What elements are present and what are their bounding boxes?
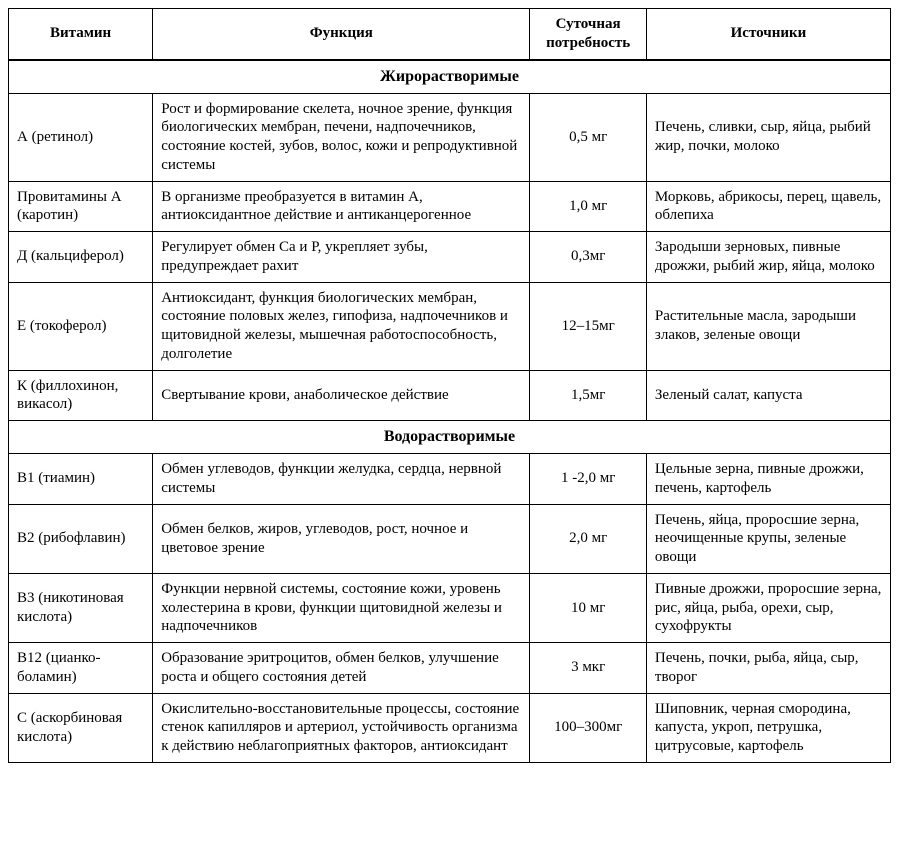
- cell-vitamin: К (филлохинон, викасол): [9, 370, 153, 421]
- section-title-row: Водорастворимые: [9, 421, 891, 454]
- cell-sources: Печень, сливки, сыр, яйца, рыбий жир, по…: [646, 93, 890, 181]
- cell-function: Функции нервной системы, состояние кожи,…: [153, 573, 530, 642]
- table-row: Провитамины А (каротин)В организме преоб…: [9, 181, 891, 232]
- cell-need: 1,0 мг: [530, 181, 646, 232]
- cell-function: Обмен углеводов, функции желудка, сердца…: [153, 454, 530, 505]
- cell-need: 100–300мг: [530, 693, 646, 762]
- cell-sources: Печень, почки, рыба, яйца, сыр, творог: [646, 643, 890, 694]
- cell-vitamin: Д (кальциферол): [9, 232, 153, 283]
- cell-sources: Шиповник, черная смородина, капуста, укр…: [646, 693, 890, 762]
- vitamins-table: Витамин Функция Суточная потребность Ист…: [8, 8, 891, 763]
- cell-vitamin: С (аскорбиновая кислота): [9, 693, 153, 762]
- table-header-row: Витамин Функция Суточная потребность Ист…: [9, 9, 891, 60]
- cell-need: 10 мг: [530, 573, 646, 642]
- cell-need: 1 -2,0 мг: [530, 454, 646, 505]
- header-vitamin: Витамин: [9, 9, 153, 60]
- table-row: В12 (цианко­боламин)Образование эритроци…: [9, 643, 891, 694]
- table-row: С (аскорбиновая кислота)Окислительно-вос…: [9, 693, 891, 762]
- cell-function: В организме преобразуется в витамин А, а…: [153, 181, 530, 232]
- header-need: Суточная потребность: [530, 9, 646, 60]
- cell-need: 0,5 мг: [530, 93, 646, 181]
- table-row: А (ретинол)Рост и формирование скелета, …: [9, 93, 891, 181]
- table-row: К (филлохинон, викасол)Свертывание крови…: [9, 370, 891, 421]
- section-title: Водорастворимые: [9, 421, 891, 454]
- cell-sources: Цельные зерна, пивные дрожжи, печень, ка…: [646, 454, 890, 505]
- cell-vitamin: В12 (цианко­боламин): [9, 643, 153, 694]
- cell-vitamin: В2 (рибофлавин): [9, 504, 153, 573]
- cell-sources: Растительные масла, зародыши злаков, зел…: [646, 282, 890, 370]
- cell-vitamin: Провитамины А (каротин): [9, 181, 153, 232]
- cell-vitamin: Е (токоферол): [9, 282, 153, 370]
- header-function: Функция: [153, 9, 530, 60]
- cell-sources: Морковь, абрикосы, перец, щавель, облепи…: [646, 181, 890, 232]
- cell-vitamin: В1 (тиамин): [9, 454, 153, 505]
- cell-function: Свертывание крови, анаболическое действи…: [153, 370, 530, 421]
- table-row: В2 (рибофлавин)Обмен белков, жиров, угле…: [9, 504, 891, 573]
- table-row: В3 (никотиновая кислота)Функции нервной …: [9, 573, 891, 642]
- cell-sources: Зеленый салат, капуста: [646, 370, 890, 421]
- cell-need: 3 мкг: [530, 643, 646, 694]
- cell-sources: Пивные дрожжи, проросшие зерна, рис, яйц…: [646, 573, 890, 642]
- cell-function: Рост и формирование скелета, ночное зрен…: [153, 93, 530, 181]
- table-row: Е (токоферол)Антиоксидант, функция биоло…: [9, 282, 891, 370]
- table-row: В1 (тиамин)Обмен углеводов, функции желу…: [9, 454, 891, 505]
- section-title-row: Жирорастворимые: [9, 60, 891, 94]
- table-row: Д (кальциферол)Регулирует обмен Са и Р, …: [9, 232, 891, 283]
- cell-need: 12–15мг: [530, 282, 646, 370]
- cell-need: 0,3мг: [530, 232, 646, 283]
- cell-need: 2,0 мг: [530, 504, 646, 573]
- header-sources: Источники: [646, 9, 890, 60]
- cell-function: Регулирует обмен Са и Р, укрепляет зубы,…: [153, 232, 530, 283]
- cell-sources: Печень, яйца, проросшие зерна, неочищенн…: [646, 504, 890, 573]
- cell-function: Образование эритроцитов, обмен белков, у…: [153, 643, 530, 694]
- cell-function: Антиоксидант, функция биологических мемб…: [153, 282, 530, 370]
- cell-need: 1,5мг: [530, 370, 646, 421]
- cell-function: Окислительно-восстановительные процессы,…: [153, 693, 530, 762]
- cell-function: Обмен белков, жиров, углеводов, рост, но…: [153, 504, 530, 573]
- section-title: Жирорастворимые: [9, 60, 891, 94]
- cell-sources: Зародыши зерновых, пивные дрожжи, рыбий …: [646, 232, 890, 283]
- cell-vitamin: А (ретинол): [9, 93, 153, 181]
- cell-vitamin: В3 (никотиновая кислота): [9, 573, 153, 642]
